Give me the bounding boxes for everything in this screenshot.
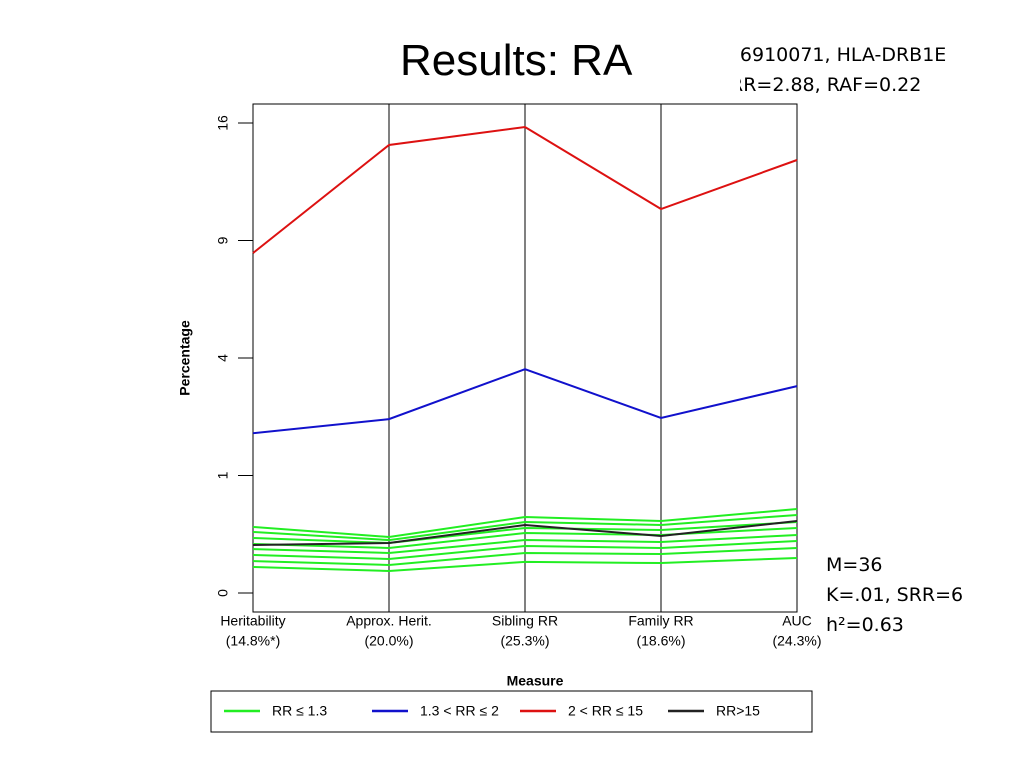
- legend-label: 1.3 < RR ≤ 2: [420, 703, 499, 719]
- note-top: s6910071, HLA-DRB1E RR=2.88, RAF=0.22: [740, 40, 1024, 100]
- series-line: [252, 368, 798, 435]
- note-bottom: M=36 K=.01, SRR=6 h²=0.63: [826, 550, 963, 640]
- series-line: [252, 125, 798, 254]
- series-line: [252, 508, 798, 539]
- x-axis-label: Measure: [507, 673, 564, 689]
- series-line: [252, 533, 798, 554]
- y-axis-label: Percentage: [177, 320, 193, 396]
- note-line: RR=2.88, RAF=0.22: [740, 74, 922, 96]
- legend-label: 2 < RR ≤ 15: [568, 703, 643, 719]
- slide-title: Results: RA: [400, 36, 633, 85]
- series-line: [252, 527, 798, 549]
- series-line: [252, 556, 798, 573]
- legend-label: RR ≤ 1.3: [272, 703, 327, 719]
- series-line: [252, 520, 798, 546]
- y-tick-label: 16: [215, 115, 231, 131]
- series-line: [252, 521, 798, 545]
- x-tick-label: Approx. Herit.: [346, 613, 432, 629]
- note-line: M=36: [826, 554, 883, 576]
- x-tick-label: Heritability: [220, 613, 285, 629]
- note-line: h²=0.63: [826, 614, 904, 636]
- x-tick-label: AUC: [782, 613, 812, 629]
- series-line: [252, 546, 798, 566]
- x-tick-note: (20.0%): [364, 633, 413, 649]
- y-tick-label: 1: [215, 471, 231, 479]
- x-tick-note: (14.8%*): [226, 633, 280, 649]
- y-tick-label: 0: [215, 589, 231, 597]
- x-tick-note: (25.3%): [500, 633, 549, 649]
- series-line: [252, 539, 798, 560]
- x-tick-label: Family RR: [628, 613, 693, 629]
- legend-box: [210, 690, 813, 733]
- note-line: K=.01, SRR=6: [826, 584, 964, 606]
- x-tick-label: Sibling RR: [492, 613, 558, 629]
- y-tick-label: 4: [215, 354, 231, 362]
- legend-label: RR>15: [716, 703, 760, 719]
- x-tick-note: (18.6%): [636, 633, 685, 649]
- series-line: [252, 513, 798, 542]
- y-tick-label: 9: [215, 236, 231, 244]
- x-tick-note: (24.3%): [772, 633, 821, 649]
- note-line: s6910071, HLA-DRB1E: [740, 44, 947, 66]
